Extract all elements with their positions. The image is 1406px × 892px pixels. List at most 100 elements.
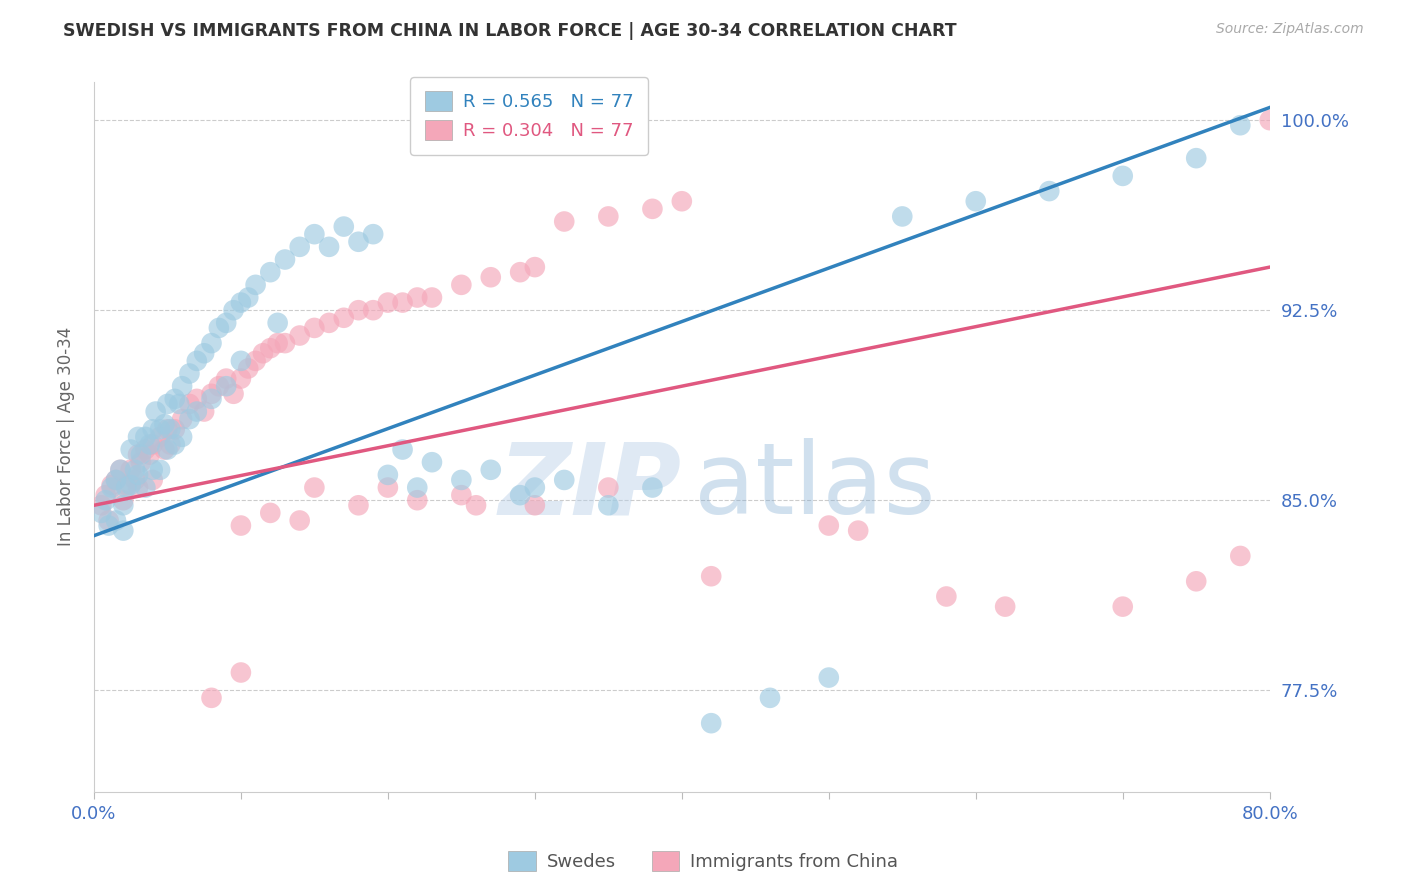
- Point: [112, 524, 135, 538]
- Point: [153, 442, 176, 457]
- Point: [641, 202, 664, 216]
- Point: [288, 514, 311, 528]
- Point: [259, 265, 281, 279]
- Point: [156, 442, 179, 457]
- Point: [935, 590, 957, 604]
- Point: [159, 422, 181, 436]
- Text: atlas: atlas: [693, 438, 935, 535]
- Point: [288, 240, 311, 254]
- Point: [553, 473, 575, 487]
- Point: [179, 397, 201, 411]
- Point: [134, 430, 156, 444]
- Point: [1229, 549, 1251, 563]
- Point: [159, 437, 181, 451]
- Point: [110, 463, 132, 477]
- Point: [186, 404, 208, 418]
- Point: [110, 463, 132, 477]
- Point: [465, 498, 488, 512]
- Point: [252, 346, 274, 360]
- Point: [304, 321, 326, 335]
- Point: [377, 467, 399, 482]
- Point: [208, 321, 231, 335]
- Point: [142, 422, 165, 436]
- Point: [450, 473, 472, 487]
- Point: [450, 277, 472, 292]
- Point: [229, 518, 252, 533]
- Point: [817, 671, 839, 685]
- Point: [115, 478, 138, 492]
- Point: [215, 379, 238, 393]
- Legend: R = 0.565   N = 77, R = 0.304   N = 77: R = 0.565 N = 77, R = 0.304 N = 77: [411, 77, 648, 154]
- Point: [139, 448, 162, 462]
- Point: [259, 506, 281, 520]
- Point: [134, 481, 156, 495]
- Point: [671, 194, 693, 209]
- Point: [163, 437, 186, 451]
- Point: [598, 481, 620, 495]
- Point: [186, 354, 208, 368]
- Point: [145, 404, 167, 418]
- Point: [97, 518, 120, 533]
- Point: [406, 481, 429, 495]
- Point: [509, 488, 531, 502]
- Point: [361, 303, 384, 318]
- Point: [127, 430, 149, 444]
- Point: [846, 524, 869, 538]
- Point: [553, 214, 575, 228]
- Point: [523, 498, 546, 512]
- Point: [200, 386, 222, 401]
- Point: [304, 481, 326, 495]
- Point: [200, 392, 222, 406]
- Point: [1038, 184, 1060, 198]
- Point: [120, 463, 142, 477]
- Point: [172, 412, 194, 426]
- Point: [100, 478, 122, 492]
- Point: [1229, 118, 1251, 132]
- Point: [304, 227, 326, 242]
- Point: [94, 493, 117, 508]
- Point: [245, 277, 267, 292]
- Point: [700, 569, 723, 583]
- Text: ZIP: ZIP: [499, 438, 682, 535]
- Y-axis label: In Labor Force | Age 30-34: In Labor Force | Age 30-34: [58, 327, 75, 547]
- Point: [391, 295, 413, 310]
- Point: [1185, 151, 1208, 165]
- Point: [149, 430, 172, 444]
- Point: [124, 463, 146, 477]
- Point: [994, 599, 1017, 614]
- Point: [274, 336, 297, 351]
- Point: [523, 481, 546, 495]
- Point: [965, 194, 987, 209]
- Point: [598, 210, 620, 224]
- Point: [274, 252, 297, 267]
- Point: [100, 481, 122, 495]
- Point: [406, 493, 429, 508]
- Point: [288, 328, 311, 343]
- Point: [179, 367, 201, 381]
- Point: [97, 514, 120, 528]
- Point: [129, 455, 152, 469]
- Point: [112, 498, 135, 512]
- Point: [509, 265, 531, 279]
- Point: [149, 463, 172, 477]
- Point: [333, 310, 356, 325]
- Point: [120, 478, 142, 492]
- Point: [208, 379, 231, 393]
- Point: [700, 716, 723, 731]
- Point: [90, 506, 112, 520]
- Point: [127, 448, 149, 462]
- Point: [90, 498, 112, 512]
- Point: [149, 422, 172, 436]
- Point: [598, 498, 620, 512]
- Point: [318, 316, 340, 330]
- Point: [479, 270, 502, 285]
- Point: [1185, 574, 1208, 589]
- Point: [134, 442, 156, 457]
- Point: [115, 481, 138, 495]
- Point: [200, 336, 222, 351]
- Point: [361, 227, 384, 242]
- Point: [156, 422, 179, 436]
- Point: [215, 371, 238, 385]
- Point: [420, 455, 443, 469]
- Point: [222, 303, 245, 318]
